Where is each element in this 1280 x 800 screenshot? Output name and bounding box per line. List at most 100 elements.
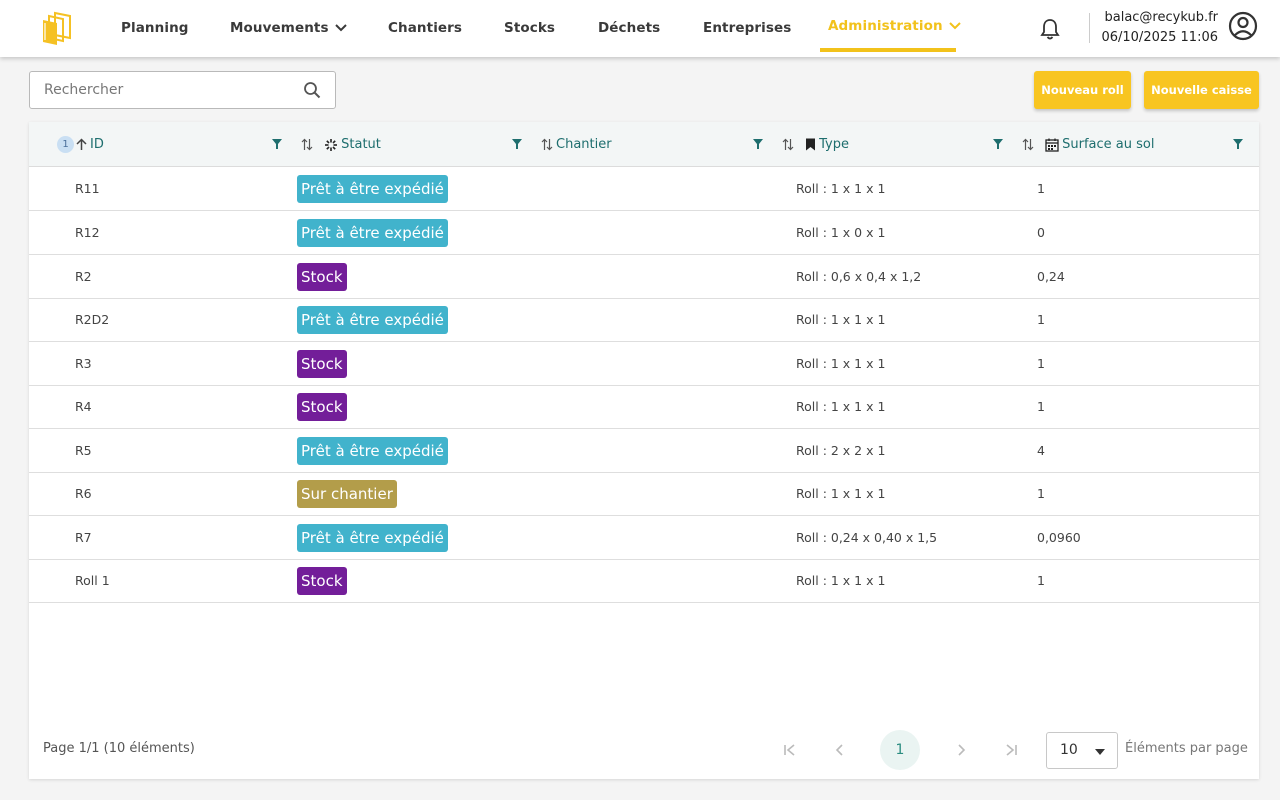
current-datetime: 06/10/2025 11:06 [1101, 30, 1218, 45]
new-box-button[interactable]: Nouvelle caisse [1144, 71, 1259, 109]
sort-icon [301, 138, 313, 151]
table-row[interactable]: R11 Prêt à être expédié Roll : 1 x 1 x 1… [29, 167, 1259, 211]
last-page-icon [1006, 744, 1017, 756]
rolls-table: 1 ID Statut Chantier Type Surface au sol … [29, 122, 1259, 779]
next-page-button[interactable] [941, 730, 981, 770]
cell-type: Roll : 1 x 1 x 1 [796, 312, 886, 327]
table-row[interactable]: R7 Prêt à être expédié Roll : 0,24 x 0,4… [29, 516, 1259, 560]
table-row[interactable]: R2D2 Prêt à être expédié Roll : 1 x 1 x … [29, 298, 1259, 342]
nav-administration-label: Administration [828, 18, 943, 34]
items-per-page-value: 10 [1060, 742, 1078, 758]
cell-id: R11 [75, 181, 100, 196]
chevron-left-icon [835, 744, 843, 756]
recykub-logo-icon[interactable] [40, 11, 74, 47]
chevron-down-icon [334, 24, 347, 32]
bookmark-icon [806, 138, 816, 151]
first-page-button[interactable] [770, 730, 810, 770]
column-header-chantier[interactable]: Chantier [541, 122, 612, 167]
last-page-button[interactable] [991, 730, 1031, 770]
table-row[interactable]: R4 Stock Roll : 1 x 1 x 1 1 [29, 385, 1259, 429]
nav-administration[interactable]: Administration [828, 0, 961, 57]
items-per-page-select[interactable]: 10 [1046, 732, 1118, 769]
filter-surface-icon[interactable] [1232, 138, 1244, 150]
status-badge: Stock [297, 263, 347, 291]
column-label-chantier: Chantier [556, 137, 612, 152]
cell-surface: 1 [1037, 312, 1045, 327]
cell-type: Roll : 1 x 1 x 1 [796, 486, 886, 501]
status-badge: Prêt à être expédié [297, 175, 448, 203]
sort-icon [1022, 138, 1034, 151]
search-icon[interactable] [303, 81, 321, 99]
cell-surface: 1 [1037, 399, 1045, 414]
active-nav-indicator [820, 48, 956, 52]
cell-id: R3 [75, 356, 92, 371]
nav-entreprises[interactable]: Entreprises [703, 20, 792, 36]
filter-chantier-icon[interactable] [752, 138, 764, 150]
cell-type: Roll : 0,24 x 0,40 x 1,5 [796, 530, 938, 545]
status-badge: Prêt à être expédié [297, 219, 448, 247]
table-row[interactable]: R2 Stock Roll : 0,6 x 0,4 x 1,2 0,24 [29, 255, 1259, 299]
items-per-page-label: Éléments par page [1125, 741, 1248, 756]
table-row[interactable]: Roll 1 Stock Roll : 1 x 1 x 1 1 [29, 559, 1259, 603]
cell-type: Roll : 1 x 1 x 1 [796, 399, 886, 414]
cell-id: R7 [75, 530, 92, 545]
cell-id: R2D2 [75, 312, 110, 327]
new-roll-button[interactable]: Nouveau roll [1034, 71, 1131, 109]
cell-id: R12 [75, 225, 100, 240]
nav-mouvements[interactable]: Mouvements [230, 0, 347, 57]
page-1-button[interactable]: 1 [880, 730, 920, 770]
cell-surface: 0,0960 [1037, 530, 1081, 545]
column-label-id: ID [90, 137, 104, 152]
previous-page-button[interactable] [820, 730, 860, 770]
sort-ascending-icon [76, 138, 87, 150]
status-badge: Stock [297, 350, 347, 378]
cell-surface: 0 [1037, 225, 1045, 240]
column-label-type: Type [819, 137, 849, 152]
status-badge: Sur chantier [297, 480, 397, 508]
status-badge: Prêt à être expédié [297, 306, 448, 334]
cell-id: R2 [75, 269, 92, 284]
table-row[interactable]: R3 Stock Roll : 1 x 1 x 1 1 [29, 342, 1259, 386]
divider [1089, 13, 1090, 43]
chevron-right-icon [958, 744, 966, 756]
status-badge: Prêt à être expédié [297, 437, 448, 465]
nav-mouvements-label: Mouvements [230, 20, 329, 36]
cell-type: Roll : 2 x 2 x 1 [796, 443, 886, 458]
first-page-icon [784, 744, 795, 756]
sort-icon [782, 138, 794, 151]
nav-chantiers[interactable]: Chantiers [388, 20, 463, 36]
search-input[interactable] [44, 80, 294, 100]
nav-planning[interactable]: Planning [121, 20, 189, 36]
nav-stocks[interactable]: Stocks [504, 20, 556, 36]
caret-down-icon [1095, 749, 1105, 755]
chevron-down-icon [948, 22, 961, 30]
table-row[interactable]: R5 Prêt à être expédié Roll : 2 x 2 x 1 … [29, 429, 1259, 473]
cell-id: R5 [75, 443, 92, 458]
column-header-statut[interactable]: Statut [301, 122, 381, 167]
column-header-id[interactable]: 1 ID [57, 122, 104, 167]
filter-statut-icon[interactable] [511, 138, 523, 150]
notification-bell-icon[interactable] [1040, 18, 1060, 40]
table-row[interactable]: R6 Sur chantier Roll : 1 x 1 x 1 1 [29, 472, 1259, 516]
top-navigation-bar: Planning Mouvements Chantiers Stocks Déc… [0, 0, 1280, 57]
cell-type: Roll : 1 x 1 x 1 [796, 181, 886, 196]
sort-order-badge: 1 [57, 136, 74, 153]
table-row[interactable]: R12 Prêt à être expédié Roll : 1 x 0 x 1… [29, 211, 1259, 255]
nav-dechets[interactable]: Déchets [598, 20, 661, 36]
calendar-icon [1045, 138, 1059, 152]
cell-surface: 1 [1037, 356, 1045, 371]
column-header-surface[interactable]: Surface au sol [1022, 122, 1154, 167]
filter-type-icon[interactable] [992, 138, 1004, 150]
filter-id-icon[interactable] [271, 138, 283, 150]
cell-surface: 4 [1037, 443, 1045, 458]
cell-surface: 1 [1037, 181, 1045, 196]
cell-surface: 1 [1037, 486, 1045, 501]
user-email: balac@recykub.fr [1104, 10, 1218, 25]
column-header-type[interactable]: Type [782, 122, 849, 167]
table-header: 1 ID Statut Chantier Type Surface au sol [29, 122, 1259, 167]
user-account-icon[interactable] [1228, 11, 1258, 41]
cell-type: Roll : 1 x 1 x 1 [796, 356, 886, 371]
search-box [29, 71, 336, 109]
cell-id: R6 [75, 486, 92, 501]
column-label-statut: Statut [341, 137, 381, 152]
